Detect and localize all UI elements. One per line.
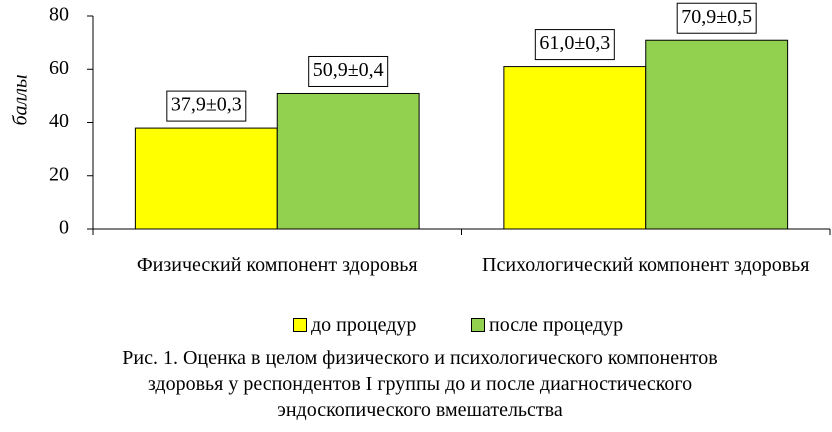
- value-label: 37,9±0,3: [171, 94, 242, 116]
- y-tick-label: 20: [49, 163, 69, 185]
- value-label-box: [308, 55, 389, 87]
- y-tick-label: 40: [49, 110, 69, 132]
- bar: [645, 39, 789, 230]
- legend-label: после процедур: [489, 314, 624, 336]
- y-tick-label: 0: [59, 217, 69, 239]
- value-label-box: [534, 29, 615, 61]
- legend-item: до процедур: [293, 313, 416, 337]
- x-tick-label: Психологический компонент здоровья: [482, 254, 810, 276]
- caption: Рис. 1. Оценка в целом физического и пси…: [122, 347, 718, 421]
- value-label-box: [166, 90, 247, 122]
- y-tick-label: 80: [49, 4, 69, 26]
- bar: [276, 92, 420, 230]
- legend-swatch: [471, 318, 485, 332]
- value-label: 61,0±0,3: [539, 32, 610, 54]
- legend-item: после процедур: [471, 313, 623, 337]
- legend-label: до процедур: [311, 314, 417, 336]
- x-tick-label: Физический компонент здоровья: [136, 254, 418, 276]
- y-tick-label: 60: [49, 57, 69, 79]
- y-axis-label: баллы: [10, 74, 32, 125]
- legend-swatch: [293, 318, 307, 332]
- value-label-box: [676, 2, 757, 34]
- value-label: 70,9±0,5: [681, 6, 752, 28]
- bar: [503, 66, 647, 230]
- value-label: 50,9±0,4: [313, 59, 384, 81]
- bar: [134, 127, 278, 230]
